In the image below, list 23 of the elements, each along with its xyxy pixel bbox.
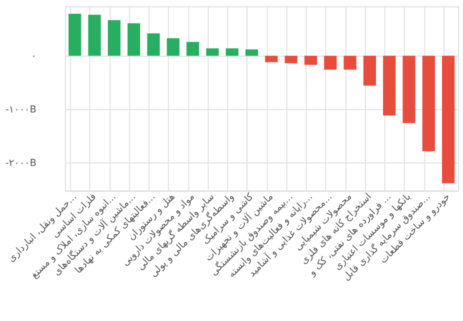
bar (324, 56, 337, 70)
bar (265, 56, 278, 62)
bar (304, 56, 318, 65)
bar (68, 14, 82, 56)
bar (147, 33, 160, 56)
bar (363, 56, 376, 86)
bar (284, 56, 298, 64)
bar (344, 56, 356, 70)
bar (226, 48, 238, 56)
bar (108, 20, 120, 56)
bar (245, 49, 258, 56)
bar (383, 56, 396, 116)
bar (206, 48, 219, 56)
y-tick-label: -۲۰۰۰B (5, 158, 36, 169)
bar (442, 56, 455, 184)
y-tick-label: ۰ (31, 51, 36, 62)
bar (128, 23, 140, 56)
bar (422, 56, 435, 152)
bar (402, 56, 416, 123)
bar (186, 42, 200, 56)
bar (166, 38, 180, 56)
y-tick-label: -۱۰۰۰B (5, 104, 36, 116)
bar (88, 14, 101, 56)
